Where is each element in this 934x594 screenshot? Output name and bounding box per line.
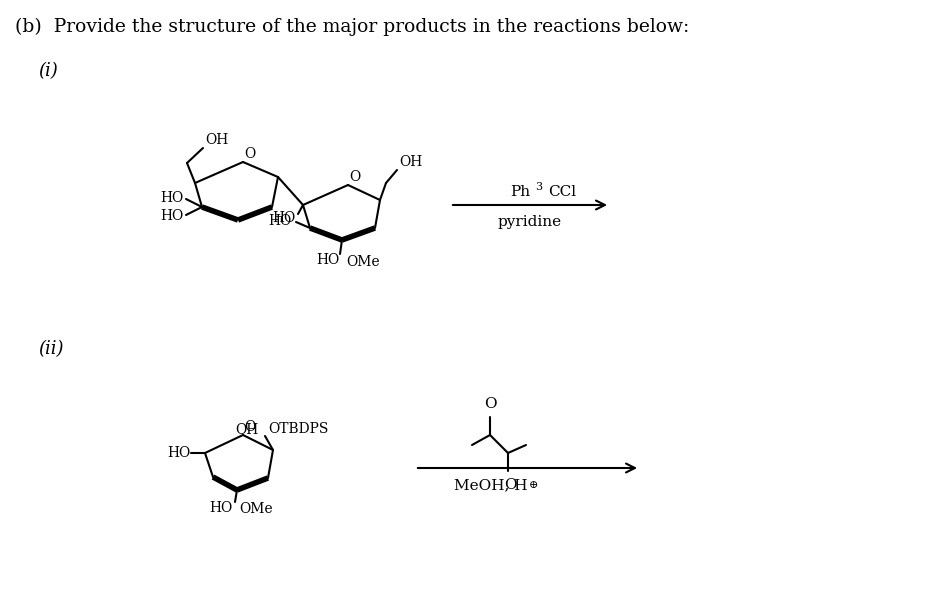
Text: (i): (i) [38, 62, 58, 80]
Text: O: O [244, 420, 255, 434]
Text: OH: OH [399, 155, 422, 169]
Text: HO: HO [167, 446, 191, 460]
Text: 3: 3 [535, 182, 542, 192]
Text: O: O [244, 147, 255, 161]
Text: HO: HO [210, 501, 233, 515]
Text: OMe: OMe [346, 255, 379, 269]
Text: OH: OH [205, 133, 228, 147]
Text: HO: HO [160, 191, 183, 205]
Text: HO: HO [268, 214, 291, 228]
Text: CCl: CCl [548, 185, 576, 199]
Text: HO: HO [160, 209, 183, 223]
Text: OMe: OMe [239, 502, 273, 516]
Text: O: O [349, 170, 361, 184]
Text: HO: HO [273, 211, 296, 225]
Text: OH: OH [235, 423, 259, 437]
Text: pyridine: pyridine [498, 215, 562, 229]
Text: O: O [484, 397, 496, 411]
Text: OTBDPS: OTBDPS [268, 422, 329, 436]
Text: O: O [503, 478, 517, 492]
Text: (ii): (ii) [38, 340, 64, 358]
Text: (b)  Provide the structure of the major products in the reactions below:: (b) Provide the structure of the major p… [15, 18, 689, 36]
Text: HO: HO [317, 253, 340, 267]
Text: Ph: Ph [510, 185, 530, 199]
Text: MeOH, H: MeOH, H [454, 478, 527, 492]
Text: ⊕: ⊕ [529, 480, 538, 490]
